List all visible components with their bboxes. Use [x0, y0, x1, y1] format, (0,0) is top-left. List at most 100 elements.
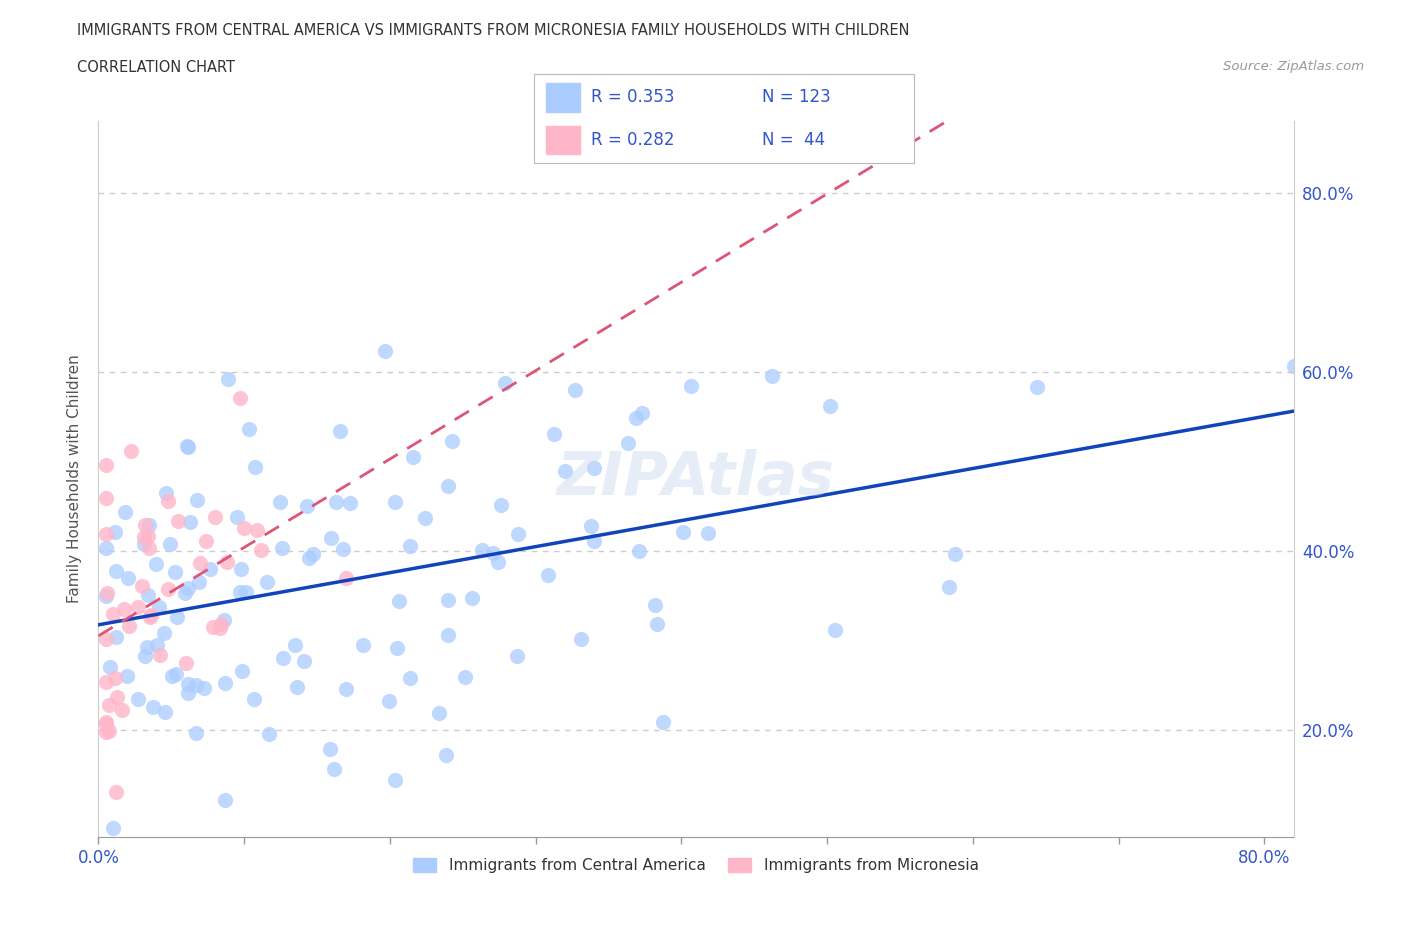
Point [631, 405, 654, 420]
Point [624, 410, 647, 425]
Text: R = 0.282: R = 0.282 [591, 131, 675, 149]
Point [250, 542, 273, 557]
Point [284, 637, 307, 652]
Point [94, 724, 117, 739]
Point [385, 640, 408, 655]
Point [157, 582, 180, 597]
Point [132, 529, 155, 544]
Point [177, 676, 200, 691]
Point [174, 656, 197, 671]
Point [138, 540, 160, 555]
Point [104, 671, 127, 685]
Point [97, 698, 120, 712]
Point [824, 623, 846, 638]
Point [94, 526, 117, 541]
Text: ZIPAtlas: ZIPAtlas [557, 449, 835, 509]
Point [339, 496, 361, 511]
Point [104, 525, 127, 539]
Point [238, 422, 260, 437]
Point [287, 680, 309, 695]
Point [117, 571, 139, 586]
Point [132, 537, 155, 551]
Point [232, 521, 254, 536]
Point [159, 537, 181, 551]
Point [204, 509, 226, 524]
Point [94, 675, 117, 690]
Text: N =  44: N = 44 [762, 131, 825, 149]
Point [384, 495, 406, 510]
Point [486, 554, 509, 569]
Point [672, 525, 695, 539]
Point [214, 676, 236, 691]
Point [155, 486, 177, 501]
Point [214, 793, 236, 808]
Text: Source: ZipAtlas.com: Source: ZipAtlas.com [1223, 60, 1364, 73]
Point [96, 585, 118, 600]
Point [628, 544, 651, 559]
Point [229, 585, 252, 600]
Point [148, 599, 170, 614]
Point [94, 491, 117, 506]
Point [243, 692, 266, 707]
Point [149, 647, 172, 662]
Point [98, 724, 121, 738]
Point [229, 391, 252, 405]
Point [120, 444, 142, 458]
Point [323, 762, 346, 777]
Point [177, 685, 200, 700]
Point [494, 376, 516, 391]
Point [94, 714, 117, 729]
Point [441, 434, 464, 449]
Point [617, 435, 640, 450]
Point [136, 639, 159, 654]
Point [235, 584, 257, 599]
Point [352, 637, 374, 652]
Point [146, 638, 169, 653]
Point [176, 438, 198, 453]
Point [436, 592, 458, 607]
Point [153, 626, 176, 641]
Point [388, 593, 411, 608]
Point [335, 570, 357, 585]
Point [186, 493, 208, 508]
Point [186, 677, 208, 692]
Point [554, 463, 576, 478]
Point [761, 368, 783, 383]
Point [138, 528, 160, 543]
Point [1026, 379, 1049, 394]
Point [165, 667, 187, 682]
Point [651, 714, 673, 729]
Point [269, 495, 291, 510]
Point [193, 681, 215, 696]
Point [564, 382, 586, 397]
Point [136, 588, 159, 603]
Point [938, 580, 960, 595]
Point [104, 630, 127, 644]
Point [384, 772, 406, 787]
Point [398, 671, 420, 685]
Point [186, 726, 208, 741]
Point [174, 585, 197, 600]
Point [142, 699, 165, 714]
Point [177, 440, 200, 455]
Point [226, 510, 249, 525]
Point [94, 540, 117, 555]
Point [118, 619, 141, 634]
Point [645, 617, 668, 631]
Point [131, 578, 153, 593]
Text: CORRELATION CHART: CORRELATION CHART [77, 60, 235, 75]
Point [332, 541, 354, 556]
Point [217, 554, 239, 569]
Point [155, 704, 177, 719]
Point [112, 602, 135, 617]
Point [434, 748, 457, 763]
Point [506, 649, 529, 664]
Point [579, 518, 602, 533]
Point [145, 556, 167, 571]
Point [259, 726, 281, 741]
Point [208, 621, 231, 636]
Point [437, 628, 460, 643]
Point [163, 565, 186, 579]
Text: N = 123: N = 123 [762, 88, 831, 106]
Point [101, 606, 124, 621]
